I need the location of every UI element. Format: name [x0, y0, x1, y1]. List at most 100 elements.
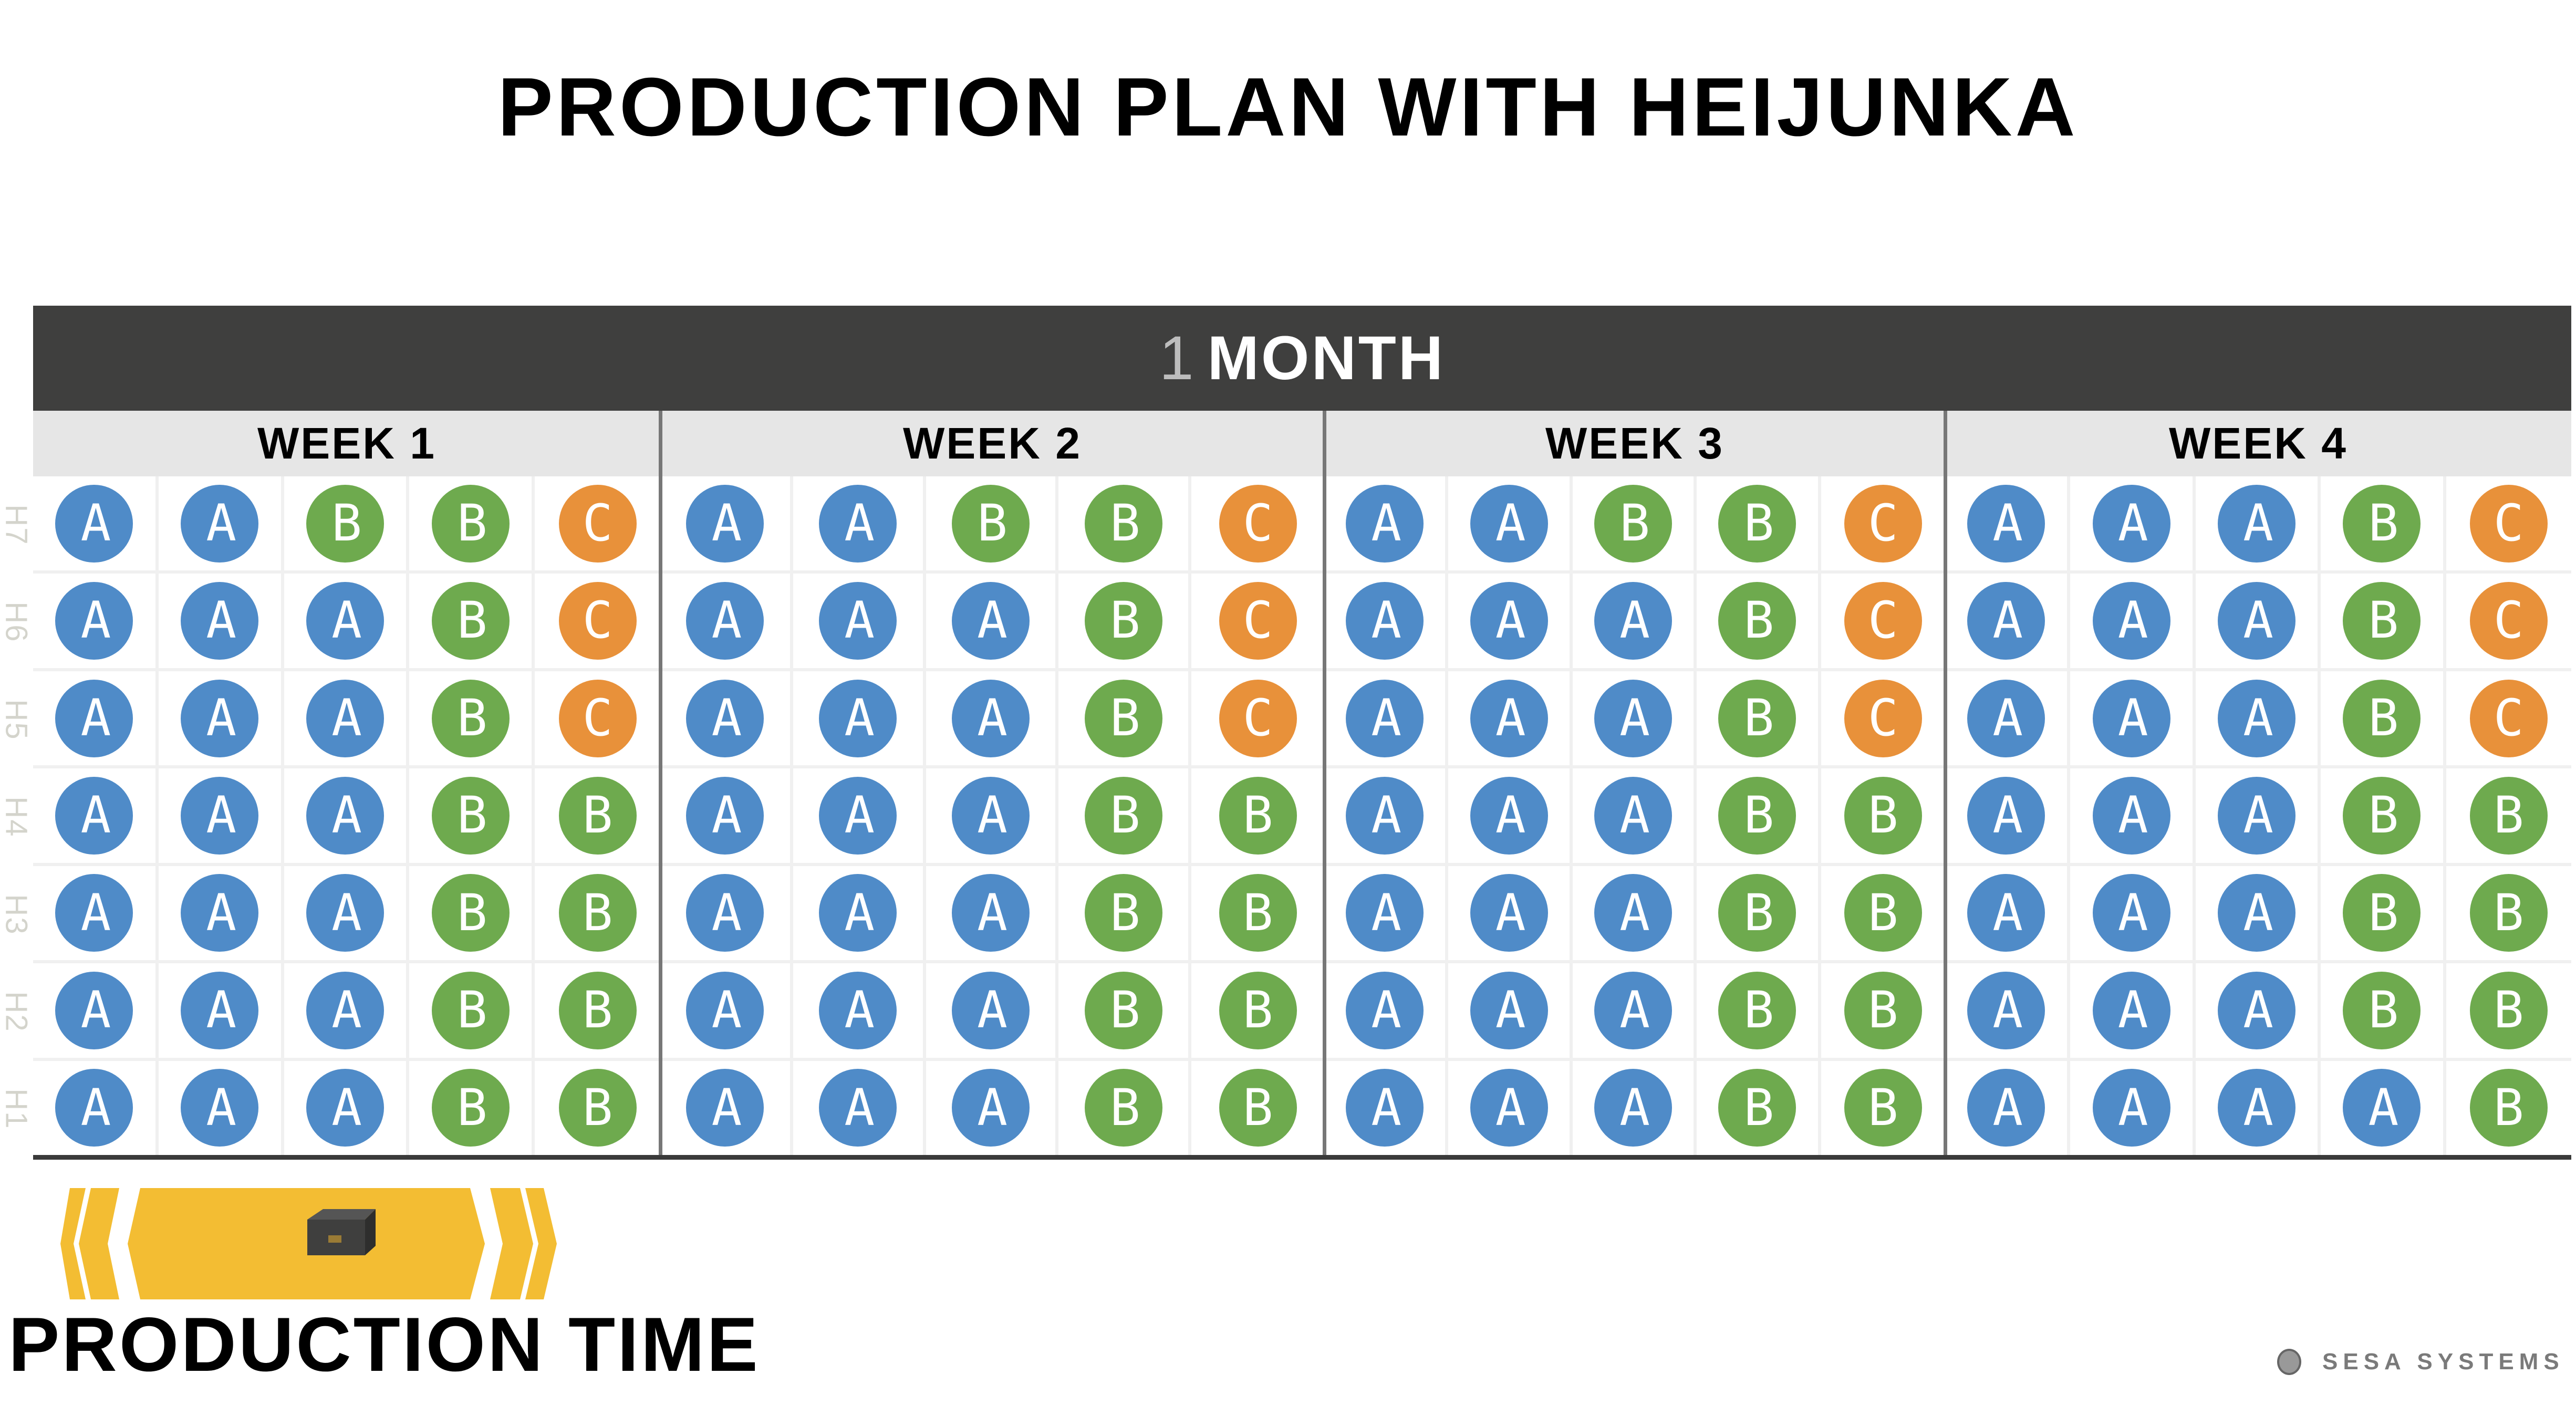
slot-cell [1945, 476, 2071, 574]
product-a-badge [1470, 484, 1548, 563]
week-header: WEEK 2 [660, 411, 1324, 476]
week-column-2: WEEK 2 AABBC AAABC AAABC AAABB AAABB AAABB AAAB… [660, 411, 1324, 1158]
product-b-badge [2469, 776, 2548, 855]
product-a-badge [951, 776, 1030, 855]
slot-cell [2446, 476, 2571, 574]
product-a-badge [306, 971, 384, 1049]
month-header: 1 MONTH [33, 306, 2571, 411]
product-c-badge [2469, 484, 2548, 563]
slot-row-products: AAABB [1371, 981, 1992, 1040]
slot-cell [1821, 574, 1945, 671]
row-label-text: H1 [0, 1088, 34, 1130]
product-b-badge [1718, 1069, 1796, 1147]
slot-cell [1697, 671, 1821, 769]
slot-cell [535, 1061, 660, 1158]
slot-cell [2070, 574, 2196, 671]
slot-cell [158, 671, 284, 769]
slot-cell [284, 866, 410, 964]
product-a-badge [819, 971, 897, 1049]
product-a-badge [819, 484, 897, 563]
banner-center [123, 1188, 486, 1299]
slot-row-products: AAABB [80, 883, 708, 942]
product-b-badge [1718, 971, 1796, 1049]
slot-cell [1697, 574, 1821, 671]
product-b-badge [1084, 484, 1162, 563]
timeline-baseline [33, 1155, 2571, 1160]
product-a-badge [55, 971, 133, 1049]
slot-cell [926, 963, 1059, 1061]
slot-row-products: AABBC [711, 494, 1376, 553]
product-b-badge [1084, 1069, 1162, 1147]
slot-cell [409, 671, 535, 769]
row-label: H3 [0, 866, 34, 963]
slot-cell [1448, 671, 1573, 769]
slot-row-products: AAABB [1371, 883, 1992, 942]
product-c-badge [558, 582, 637, 660]
product-b-badge [1084, 582, 1162, 660]
slot-cell [284, 476, 410, 574]
product-a-badge [1470, 582, 1548, 660]
chevron-right-icon [490, 1188, 557, 1299]
slot-cell [793, 574, 926, 671]
slot-cell [793, 963, 926, 1061]
product-a-badge [2092, 874, 2170, 952]
slot-cell [33, 671, 159, 769]
product-a-badge [2092, 679, 2170, 757]
slot-cell [1821, 963, 1945, 1061]
product-b-badge [431, 971, 510, 1049]
slot-cell [535, 963, 660, 1061]
slot-cell [2321, 1060, 2446, 1158]
slot-cell [535, 574, 660, 671]
slot-cell [2070, 476, 2196, 574]
product-c-badge [2469, 679, 2548, 757]
slot-cell [793, 768, 926, 866]
slot-cell [660, 476, 793, 574]
week-header: WEEK 3 [1324, 411, 1945, 476]
product-b-badge [1844, 1069, 1922, 1147]
slot-cell [1821, 476, 1945, 574]
product-a-badge [306, 776, 384, 855]
slot-cell [926, 574, 1059, 671]
slot-row-products: AAABC [80, 688, 708, 747]
week-column-3: WEEK 3 AABBC AAABC AAABC AAABB AAABB AAABB AAAB… [1324, 411, 1945, 1158]
slot-cell [1572, 671, 1697, 769]
slot-cell [2070, 866, 2196, 964]
slot-cell [1697, 866, 1821, 964]
slot-cell [1058, 671, 1192, 769]
row-label-text: H5 [0, 699, 34, 741]
slot-cell [1697, 963, 1821, 1061]
product-a-badge [819, 776, 897, 855]
product-a-badge [181, 874, 259, 952]
product-a-badge [1470, 874, 1548, 952]
slot-cell [33, 768, 159, 866]
slot-cell [2321, 574, 2446, 671]
slot-row-products: AAABB [80, 1078, 708, 1137]
product-b-badge [1219, 971, 1297, 1049]
slot-cell [2446, 963, 2571, 1061]
slot-cell [535, 768, 660, 866]
product-b-badge [1219, 776, 1297, 855]
slot-cell [1448, 1060, 1573, 1158]
slot-cell [1448, 866, 1573, 964]
slot-cell [158, 476, 284, 574]
product-a-badge [819, 679, 897, 757]
week-separator [659, 411, 662, 1158]
slot-cell [1448, 476, 1573, 574]
product-a-badge [951, 582, 1030, 660]
product-b-badge [1718, 776, 1796, 855]
week-header: WEEK 4 [1945, 411, 2571, 476]
slot-cell [158, 768, 284, 866]
product-a-badge [2217, 484, 2295, 563]
product-a-badge [181, 582, 259, 660]
slot-row-products: AAABB [80, 786, 708, 845]
week-separator [1944, 411, 1947, 1158]
slot-cell [33, 963, 159, 1061]
product-a-badge [1470, 1069, 1548, 1147]
product-a-badge [1967, 874, 2045, 952]
slot-cell [1572, 574, 1697, 671]
slot-cell [2321, 476, 2446, 574]
banner-center-right [470, 1188, 486, 1299]
product-a-badge [951, 874, 1030, 952]
slot-cell [1191, 963, 1324, 1061]
slot-row-products: AAABB [80, 981, 708, 1040]
